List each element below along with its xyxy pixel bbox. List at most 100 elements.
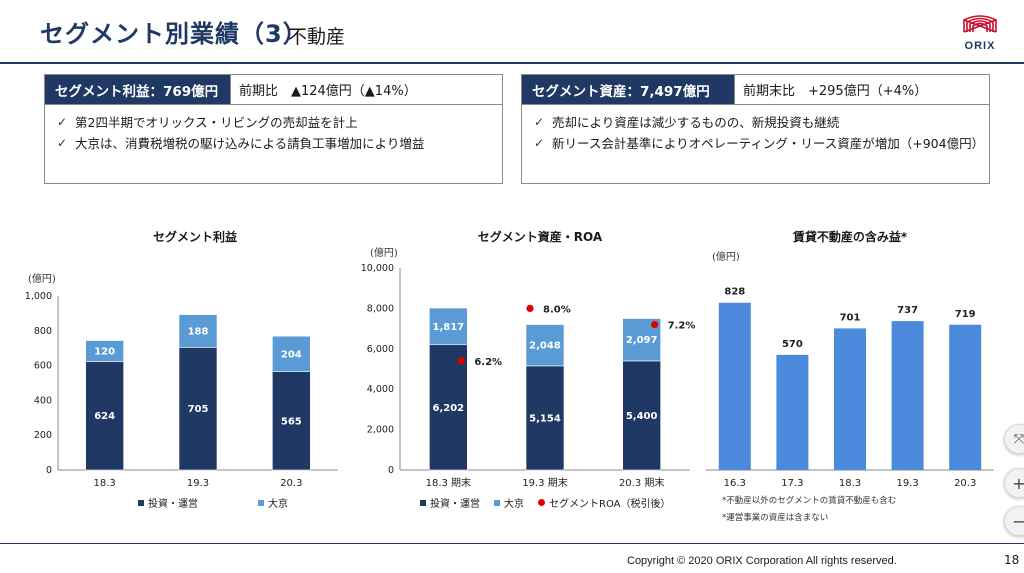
data-label: 2,048 bbox=[529, 341, 561, 352]
check-icon: ✓ bbox=[57, 114, 68, 129]
summary-bullets: ✓ 第2四半期でオリックス・リビングの売却益を計上 ✓ 大京は、消費税増税の駆け込み… bbox=[45, 105, 502, 153]
data-label: 1,817 bbox=[433, 322, 465, 333]
data-label: 701 bbox=[840, 312, 861, 323]
y-tick-label: 10,000 bbox=[361, 263, 394, 274]
data-label: 188 bbox=[188, 326, 209, 337]
data-label: 828 bbox=[724, 287, 745, 298]
orix-logo-icon bbox=[963, 15, 997, 33]
page-title: セグメント別業績（3） bbox=[40, 20, 308, 48]
check-icon: ✓ bbox=[534, 135, 545, 150]
data-label: 624 bbox=[94, 411, 115, 422]
chart-unit: (億円) bbox=[712, 252, 740, 263]
x-tick-label: 18.3 bbox=[839, 478, 861, 489]
segment-profit-chart: セグメント利益 (億円) 0 200 400 600 800 1,000 624 120 18.… bbox=[0, 224, 340, 524]
x-tick-label: 19.3 bbox=[187, 478, 209, 489]
orix-logo-text: ORIX bbox=[964, 40, 996, 52]
legend-label-roa: セグメントROA（税引後） bbox=[549, 499, 671, 510]
summary-header: セグメント利益：769億円 前期比 ▲124億円（▲14%） bbox=[45, 75, 502, 105]
y-tick-label: 6,000 bbox=[367, 344, 394, 355]
chart-title: 賃貸不動産の含み益* bbox=[792, 230, 908, 244]
data-label: 565 bbox=[281, 416, 302, 427]
x-tick-label: 17.3 bbox=[781, 478, 803, 489]
roa-label: 6.2% bbox=[474, 357, 502, 368]
summary-bullets: ✓ 売却により資産は減少するものの、新規投資も継続 ✓ 新リース会計基準によりオペレ… bbox=[522, 105, 989, 153]
y-tick-label: 800 bbox=[34, 326, 52, 337]
chart-title: セグメント利益 bbox=[152, 230, 237, 244]
page-number: 18 bbox=[1004, 553, 1020, 567]
y-tick-label: 600 bbox=[34, 361, 52, 372]
bullet-item: ✓ 大京は、消費税増税の駆け込みによる請負工事増加により増益 bbox=[57, 132, 502, 153]
bullet-item: ✓ 第2四半期でオリックス・リビングの売却益を計上 bbox=[57, 111, 502, 132]
bar-unrealized-gain bbox=[949, 324, 982, 470]
summary-compare: 前期比 ▲124億円（▲14%） bbox=[230, 75, 502, 104]
bar-unrealized-gain bbox=[834, 328, 866, 470]
bar-invest bbox=[622, 360, 661, 471]
bullet-text: 売却により資産は減少するものの、新規投資も継続 bbox=[552, 115, 840, 130]
y-tick-label: 400 bbox=[34, 395, 52, 406]
chart-title: セグメント資産・ROA bbox=[477, 230, 603, 244]
bullet-text: 大京は、消費税増税の駆け込みによる請負工事増加により増益 bbox=[75, 136, 425, 151]
x-tick-label: 18.3 期末 bbox=[426, 476, 471, 489]
bullet-text: 第2四半期でオリックス・リビングの売却益を計上 bbox=[75, 115, 358, 130]
legend-swatch-invest bbox=[420, 499, 426, 506]
bar-daikyo bbox=[272, 335, 311, 372]
copyright: Copyright © 2020 ORIX Corporation All ri… bbox=[627, 555, 897, 567]
data-label: 5,154 bbox=[529, 413, 561, 424]
legend-label-invest: 投資・運営 bbox=[148, 499, 198, 510]
x-tick-label: 20.3 bbox=[280, 478, 302, 489]
bar-daikyo bbox=[525, 324, 565, 367]
chart-legend: 投資・運営 大京 bbox=[138, 495, 288, 510]
summary-label: セグメント資産：7,497億円 bbox=[522, 75, 734, 104]
bar-invest bbox=[525, 365, 565, 471]
bar-invest bbox=[178, 347, 218, 471]
title-divider bbox=[0, 62, 1024, 64]
data-label: 2,097 bbox=[626, 335, 658, 346]
bar-unrealized-gain bbox=[891, 321, 924, 470]
chart-plot: 828 16.3 570 17.3 701 18.3 737 19.3 719 20.3 bbox=[706, 287, 994, 489]
roa-label: 7.2% bbox=[668, 321, 696, 332]
y-tick-label: 200 bbox=[34, 430, 52, 441]
x-tick-label: 19.3 期末 bbox=[522, 476, 567, 489]
data-label: 705 bbox=[188, 404, 209, 415]
summary-compare: 前期末比 +295億円（+4%） bbox=[734, 75, 989, 104]
fit-page-button[interactable]: ⤧ bbox=[1004, 424, 1024, 454]
chart-legend: 投資・運営 大京 セグメントROA（税引後） bbox=[420, 495, 670, 510]
zoom-in-button[interactable]: + bbox=[1004, 468, 1024, 498]
legend-label-invest: 投資・運営 bbox=[430, 499, 480, 510]
x-tick-label: 19.3 bbox=[896, 478, 918, 489]
bullet-text: 新リース会計基準によりオペレーティング・リース資産が増加（+904億円） bbox=[552, 136, 985, 151]
page-subtitle: 不動産 bbox=[288, 26, 346, 48]
y-tick-label: 4,000 bbox=[367, 384, 394, 395]
y-tick-label: 0 bbox=[46, 465, 52, 476]
y-tick-label: 0 bbox=[388, 465, 394, 476]
data-label: 120 bbox=[94, 346, 115, 357]
zoom-out-button[interactable]: − bbox=[1004, 506, 1024, 536]
segment-assets-roa-chart: セグメント資産・ROA (億円) 0 2,000 4,000 6,000 8,000 10… bbox=[340, 224, 700, 524]
data-label: 719 bbox=[955, 309, 976, 320]
title-bar: セグメント別業績（3） 不動産 ORIX bbox=[0, 0, 1024, 64]
data-label: 6,202 bbox=[433, 403, 465, 414]
bullet-item: ✓ 新リース会計基準によりオペレーティング・リース資産が増加（+904億円） bbox=[534, 132, 989, 153]
x-tick-label: 20.3 bbox=[954, 478, 976, 489]
bar-invest bbox=[429, 344, 468, 471]
legend-label-daikyo: 大京 bbox=[268, 499, 288, 510]
x-tick-label: 16.3 bbox=[724, 478, 746, 489]
legend-swatch-invest bbox=[138, 499, 144, 506]
bar-unrealized-gain bbox=[718, 302, 751, 470]
x-tick-label: 20.3 期末 bbox=[619, 476, 664, 489]
chart-plot: 0 200 400 600 800 1,000 624 120 18.3 705 188 19.3 56… bbox=[25, 291, 338, 489]
data-label: 737 bbox=[897, 305, 918, 316]
check-icon: ✓ bbox=[534, 114, 545, 129]
check-icon: ✓ bbox=[57, 135, 68, 150]
y-tick-label: 1,000 bbox=[25, 291, 52, 302]
roa-label: 8.0% bbox=[543, 304, 571, 315]
chart-note: *運営事業の資産は含まない bbox=[722, 513, 829, 523]
summary-header: セグメント資産：7,497億円 前期末比 +295億円（+4%） bbox=[522, 75, 989, 105]
chart-unit: (億円) bbox=[370, 248, 398, 259]
legend-swatch-daikyo bbox=[258, 499, 264, 506]
chart-unit: (億円) bbox=[28, 274, 56, 285]
data-label: 5,400 bbox=[626, 411, 658, 422]
legend-swatch-daikyo bbox=[494, 499, 500, 506]
summary-label: セグメント利益：769億円 bbox=[45, 75, 230, 104]
bullet-item: ✓ 売却により資産は減少するものの、新規投資も継続 bbox=[534, 111, 989, 132]
